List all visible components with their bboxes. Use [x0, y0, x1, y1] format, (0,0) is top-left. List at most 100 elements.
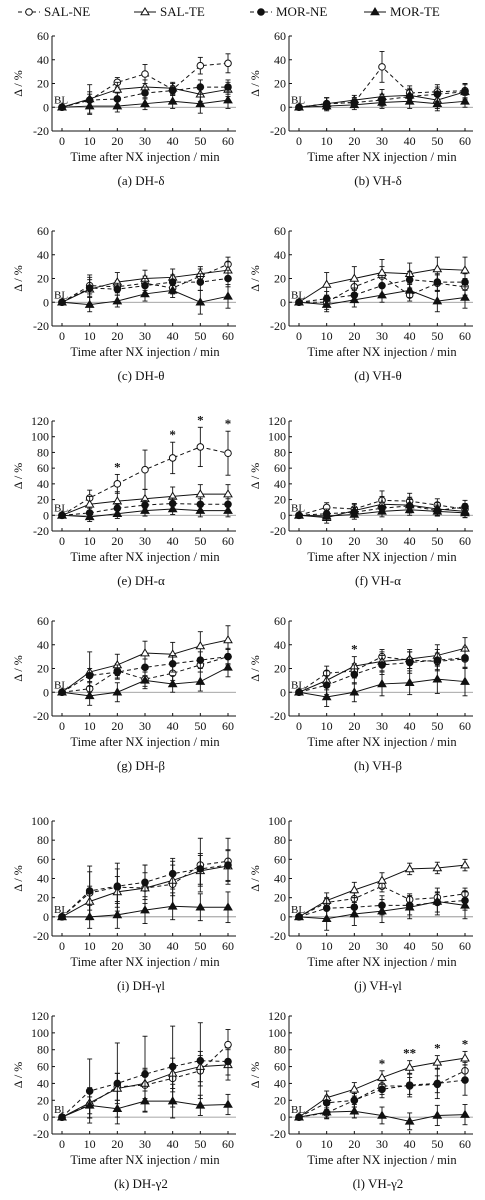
x-tick-label: 10 — [84, 134, 96, 148]
data-point — [460, 1109, 470, 1118]
baseline-label: BL — [291, 502, 305, 514]
x-tick-label: 10 — [321, 329, 333, 343]
legend-label: MOR-NE — [276, 4, 327, 19]
y-tick-label: -20 — [33, 1127, 49, 1141]
data-point — [140, 1096, 150, 1105]
x-tick-label: 30 — [376, 1137, 388, 1151]
x-axis-label: Time after NX injection / min — [70, 1153, 220, 1167]
data-point — [294, 297, 304, 306]
y-tick-label: 80 — [274, 445, 286, 459]
y-axis-label: Δ / % — [248, 865, 262, 891]
data-point — [223, 95, 233, 104]
y-tick-label: 20 — [274, 891, 286, 905]
data-point — [195, 489, 206, 498]
y-tick-label: 40 — [274, 1076, 286, 1090]
data-point — [84, 1100, 95, 1109]
y-tick-label: -20 — [33, 929, 49, 943]
data-point — [224, 274, 232, 283]
data-point — [57, 687, 67, 696]
data-point — [404, 677, 415, 687]
y-tick-label: -20 — [270, 929, 286, 943]
y-tick-label: 100 — [31, 430, 49, 444]
y-tick-label: 0 — [43, 910, 49, 924]
x-tick-label: 60 — [459, 329, 471, 343]
data-point — [223, 1099, 233, 1108]
x-tick-label: 50 — [194, 719, 206, 733]
y-tick-label: 60 — [274, 1060, 286, 1074]
y-tick-label: 80 — [37, 1043, 49, 1057]
y-tick-label: 60 — [37, 1060, 49, 1074]
data-point — [377, 906, 387, 915]
x-tick-label: 20 — [348, 719, 360, 733]
x-axis-label: Time after NX injection / min — [307, 735, 457, 749]
x-tick-label: 50 — [431, 329, 443, 343]
data-point — [294, 1112, 304, 1121]
y-tick-label: 100 — [31, 814, 49, 828]
y-tick-label: 20 — [37, 1093, 49, 1107]
data-point — [349, 273, 360, 282]
data-point — [196, 83, 205, 91]
data-point — [84, 299, 95, 308]
data-point — [195, 505, 206, 514]
data-point — [84, 101, 95, 110]
data-point — [377, 506, 387, 515]
data-point — [432, 264, 443, 273]
y-tick-label: 60 — [274, 29, 286, 43]
data-point — [112, 687, 123, 696]
x-tick-label: 30 — [139, 719, 151, 733]
significance-mark: * — [169, 427, 176, 442]
data-point — [195, 640, 206, 650]
chart-panel: -20 0 20 40 60 80 100 0 10 20 30 40 50 60 Δ / % Time af… — [248, 814, 473, 993]
y-tick-label: 40 — [37, 477, 49, 491]
data-point — [460, 1053, 470, 1062]
y-tick-label: 20 — [274, 77, 286, 91]
y-tick-label: -20 — [33, 319, 49, 333]
data-point — [460, 900, 470, 909]
baseline-label: BL — [54, 289, 68, 301]
chart-panel: -20 0 20 40 60 0 10 20 30 40 50 60 Δ / % Time after N… — [248, 224, 473, 383]
data-point — [461, 88, 469, 96]
y-tick-label: 0 — [43, 295, 49, 309]
x-tick-label: 60 — [459, 534, 471, 548]
x-tick-label: 60 — [222, 134, 234, 148]
x-tick-label: 20 — [111, 534, 123, 548]
data-point — [112, 508, 123, 518]
x-tick-label: 40 — [167, 329, 179, 343]
series-mor-te — [57, 503, 233, 523]
chart-panel: -20 0 20 40 60 80 100 120 0 10 20 30 40 50 60 Δ / % Time… — [248, 1009, 473, 1191]
y-tick-label: 60 — [274, 852, 286, 866]
data-point — [224, 449, 232, 458]
data-point — [195, 297, 206, 306]
data-point — [112, 84, 123, 93]
y-tick-label: -20 — [33, 124, 49, 138]
data-point — [85, 284, 94, 292]
y-tick-label: 40 — [274, 477, 286, 491]
data-point — [113, 480, 122, 488]
x-tick-label: 30 — [139, 134, 151, 148]
x-tick-label: 20 — [348, 134, 360, 148]
legend-marker — [370, 7, 380, 16]
series-mor-te — [294, 664, 470, 707]
y-tick-label: 60 — [37, 29, 49, 43]
x-axis-label: Time after NX injection / min — [70, 955, 220, 969]
baseline-label: BL — [291, 1104, 305, 1116]
x-tick-label: 60 — [222, 329, 234, 343]
y-tick-label: 100 — [268, 430, 286, 444]
x-tick-label: 20 — [111, 719, 123, 733]
x-tick-label: 50 — [194, 939, 206, 953]
x-tick-label: 40 — [404, 329, 416, 343]
x-axis-label: Time after NX injection / min — [70, 735, 220, 749]
series-mor-te — [57, 91, 233, 115]
y-tick-label: 40 — [274, 872, 286, 886]
y-tick-label: 40 — [37, 638, 49, 652]
y-tick-label: -20 — [270, 709, 286, 723]
y-tick-label: 40 — [274, 53, 286, 67]
series-mor-te — [294, 1104, 470, 1131]
data-point — [140, 505, 150, 514]
data-point — [461, 278, 469, 286]
x-tick-label: 0 — [59, 1137, 65, 1151]
series-mor-te — [57, 891, 233, 929]
x-tick-label: 50 — [431, 719, 443, 733]
x-tick-label: 30 — [376, 134, 388, 148]
panel-caption: (i) DH-γl — [117, 978, 165, 993]
